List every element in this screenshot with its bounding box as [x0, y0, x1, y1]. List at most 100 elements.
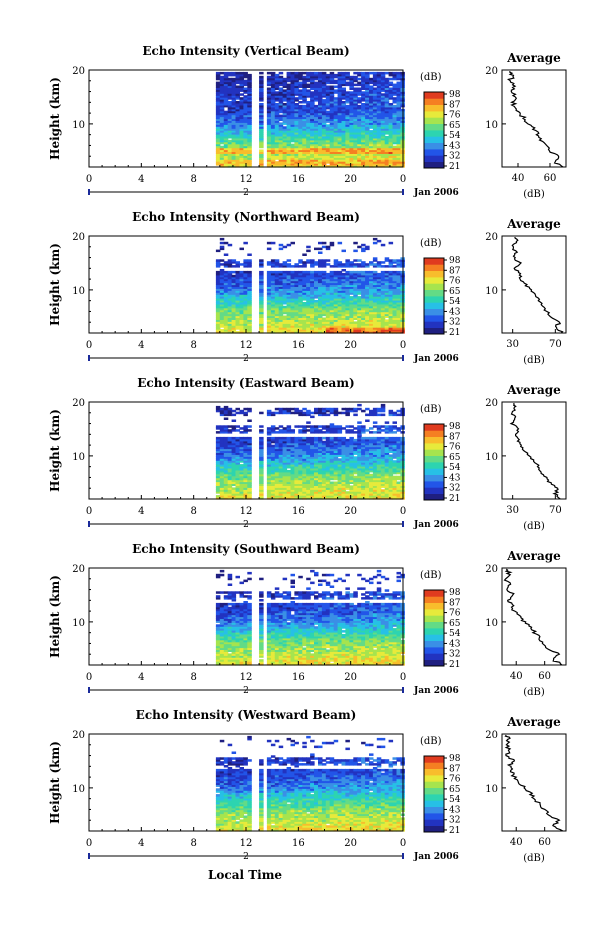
- heatmap-cell: [329, 477, 335, 481]
- heatmap-cell: [349, 161, 354, 164]
- heatmap-cell: [223, 151, 229, 154]
- heatmap-cell: [298, 95, 303, 98]
- heatmap-cell: [306, 311, 311, 315]
- heatmap-cell: [349, 126, 354, 129]
- heatmap-cell: [325, 276, 331, 280]
- heatmap-cell: [227, 448, 233, 452]
- heatmap-cell: [325, 272, 331, 276]
- heatmap-cell: [219, 491, 225, 494]
- heatmap-cell: [247, 493, 252, 496]
- heatmap-cell: [278, 93, 284, 96]
- heatmap-cell: [353, 124, 358, 127]
- heatmap-cell: [223, 286, 229, 289]
- heatmap-cell: [325, 305, 331, 309]
- heatmap-cell: [243, 302, 248, 305]
- heatmap-cell: [329, 122, 335, 125]
- heatmap-cell: [380, 305, 386, 309]
- heatmap-cell: [286, 290, 292, 293]
- heatmap-cell: [286, 77, 292, 81]
- heatmap-cell: [388, 261, 394, 264]
- heatmap-cell: [298, 458, 303, 461]
- heatmap-cell: [388, 319, 394, 322]
- heatmap-cell: [357, 331, 362, 334]
- heatmap-cell: [353, 122, 358, 125]
- heatmap-cell: [235, 71, 240, 75]
- heatmap-cell: [329, 438, 335, 442]
- heatmap-cell: [325, 247, 331, 251]
- heatmap-cell: [282, 163, 288, 166]
- heatmap-cell: [243, 473, 248, 477]
- heatmap-cell: [231, 87, 237, 90]
- heatmap-cell: [310, 319, 315, 322]
- heatmap-cell: [349, 317, 354, 320]
- heatmap-cell: [310, 85, 315, 88]
- heatmap-cell: [215, 261, 221, 264]
- heatmap-cell: [243, 296, 248, 299]
- heatmap-cell: [392, 309, 397, 313]
- heatmap-cell: [321, 446, 327, 450]
- heatmap-cell: [302, 265, 307, 268]
- heatmap-cell: [266, 495, 272, 498]
- heatmap-cell: [270, 454, 276, 457]
- heatmap-cell: [247, 440, 252, 444]
- heatmap-cell: [274, 479, 280, 483]
- heatmap-cell: [353, 95, 358, 98]
- heatmap-cell: [294, 475, 299, 479]
- heatmap-cell: [274, 448, 280, 452]
- heatmap-cell: [329, 155, 335, 158]
- heatmap-cell: [372, 290, 378, 293]
- heatmap-cell: [318, 263, 323, 266]
- heatmap-cell: [266, 284, 272, 287]
- heatmap-cell: [353, 130, 358, 133]
- heatmap-cell: [235, 136, 240, 139]
- heatmap-cell: [302, 450, 307, 453]
- heatmap-cell: [227, 323, 233, 326]
- heatmap-cell: [266, 112, 272, 116]
- heatmap-cell: [259, 487, 264, 490]
- heatmap-cell: [223, 163, 229, 166]
- heatmap-cell: [274, 147, 280, 151]
- heatmap-cell: [306, 153, 311, 156]
- heatmap-cell: [341, 103, 346, 106]
- heatmap-cell: [345, 331, 350, 334]
- heatmap-cell: [274, 81, 280, 85]
- heatmap-cell: [353, 282, 358, 286]
- heatmap-cell: [235, 265, 240, 268]
- heatmap-cell: [396, 165, 401, 168]
- heatmap-cell: [270, 319, 276, 322]
- heatmap-cell: [231, 452, 237, 455]
- heatmap-cell: [325, 97, 331, 100]
- heatmap-cell: [259, 454, 264, 457]
- heatmap-cell: [266, 81, 272, 85]
- heatmap-cell: [243, 108, 248, 112]
- heatmap-cell: [219, 104, 225, 108]
- heatmap-cell: [231, 137, 237, 141]
- heatmap-cell: [286, 157, 292, 160]
- heatmap-cell: [231, 165, 237, 168]
- heatmap-cell: [270, 462, 276, 465]
- heatmap-cell: [333, 436, 339, 440]
- heatmap-cell: [298, 323, 303, 326]
- heatmap-cell: [223, 157, 229, 160]
- heatmap-cell: [298, 489, 303, 492]
- heatmap-cell: [353, 325, 358, 328]
- heatmap-cell: [310, 454, 315, 457]
- heatmap-cell: [353, 315, 358, 318]
- heatmap-cell: [294, 446, 299, 450]
- heatmap-cell: [369, 163, 374, 166]
- heatmap-cell: [266, 116, 272, 120]
- heatmap-cell: [290, 116, 295, 120]
- heatmap-cell: [266, 466, 272, 469]
- heatmap-cell: [270, 89, 276, 92]
- heatmap-cell: [349, 141, 354, 145]
- heatmap-cell: [215, 302, 221, 305]
- heatmap-cell: [357, 309, 362, 313]
- heatmap-cell: [302, 440, 307, 444]
- heatmap-cell: [270, 101, 276, 104]
- heatmap-cell: [215, 103, 221, 106]
- heatmap-cell: [215, 313, 221, 317]
- heatmap-cell: [298, 143, 303, 147]
- heatmap-cell: [223, 101, 229, 104]
- heatmap-cell: [314, 323, 319, 326]
